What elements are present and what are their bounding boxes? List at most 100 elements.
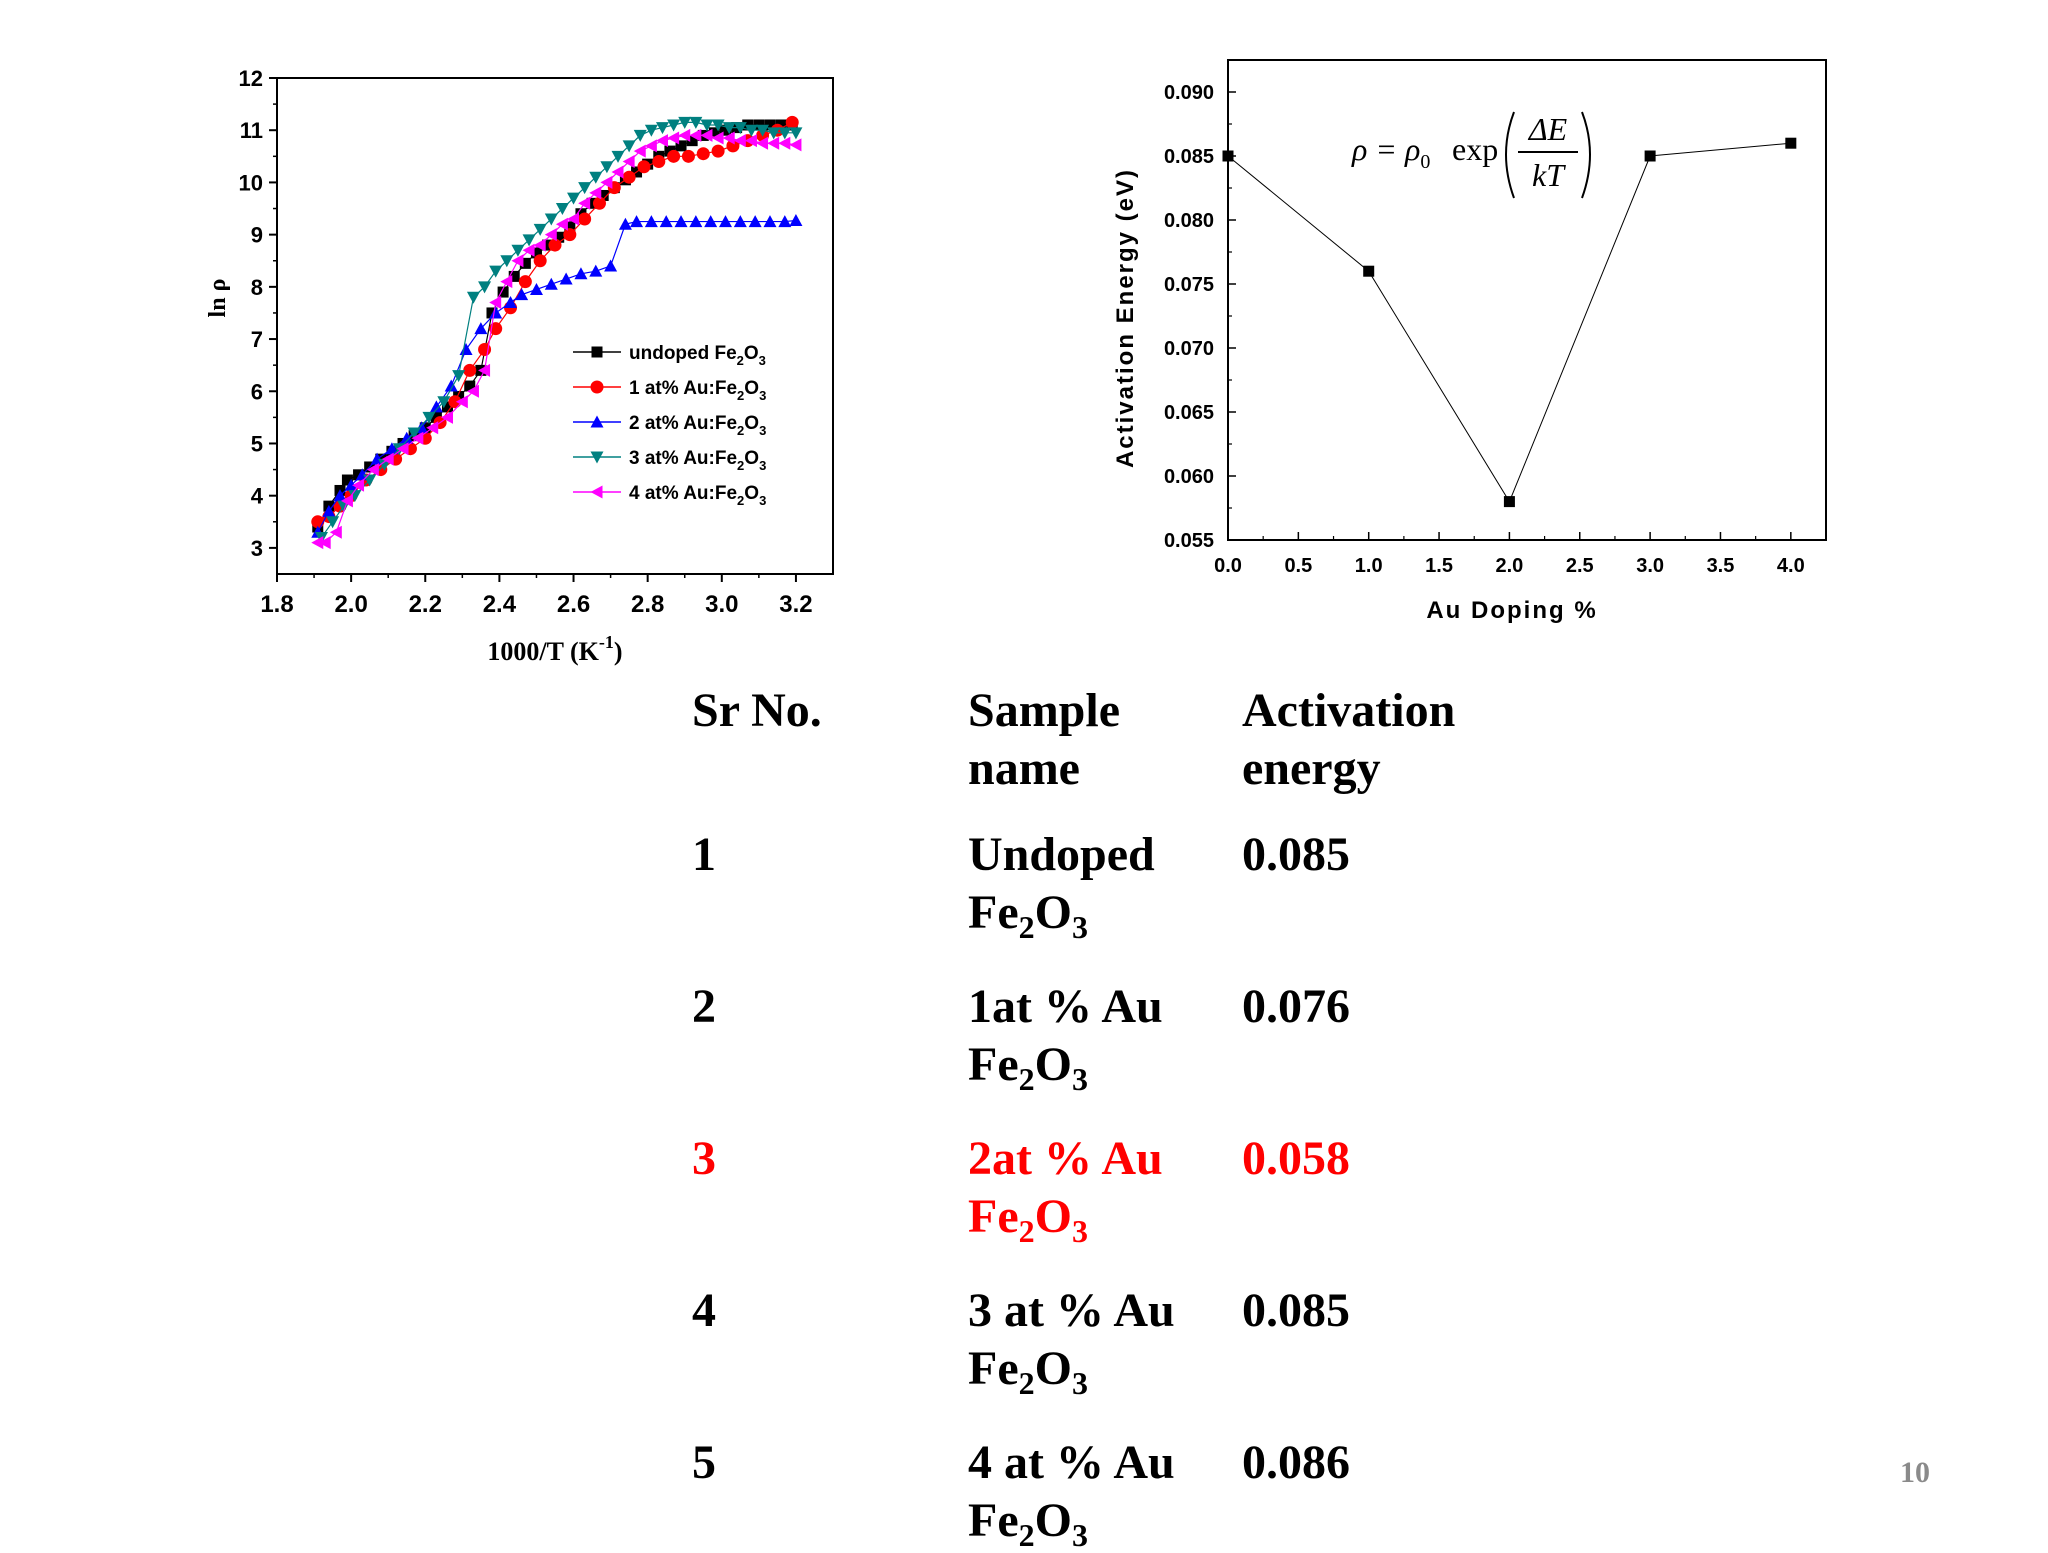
chart1-data-point-s2 <box>733 215 747 228</box>
svg-text:ΔE: ΔE <box>1527 111 1568 147</box>
row-activation-energy: 0.058 <box>1242 1132 1350 1185</box>
chart1-data-point-s4 <box>756 136 769 150</box>
row-sr-no: 3 <box>692 1132 716 1185</box>
chart1-data-point-s4 <box>611 165 624 179</box>
chart1-data-point-s4 <box>667 131 680 145</box>
chart1-frame <box>276 77 834 575</box>
chart2-x-tick-label: 1.5 <box>1425 555 1453 577</box>
chart1-data-point-s2 <box>333 489 347 502</box>
chart1-data-point-s3 <box>756 124 770 137</box>
chart1-x-tick-label: 2.0 <box>334 591 367 618</box>
chart1-legend-label-1: 1 at% Au:Fe2O3 <box>629 378 766 403</box>
chart1-data-point-s1 <box>548 238 562 252</box>
chart1-data-point-s2 <box>400 431 414 444</box>
chart1-data-point-s0 <box>341 474 353 486</box>
chart1-data-point-s2 <box>444 379 458 392</box>
chart1-data-point-s2 <box>344 478 358 491</box>
chart1-y-tick-label: 5 <box>251 431 263 456</box>
chart1-y-tick-label: 3 <box>251 536 263 561</box>
row-sr-no: 4 <box>692 1284 716 1337</box>
chart1-data-point-s4 <box>366 463 379 477</box>
chart1-x-tick-label: 2.4 <box>483 591 517 618</box>
chart1-x-tick-label: 2.6 <box>557 591 590 618</box>
svg-text:kT: kT <box>1532 157 1566 193</box>
chart1-data-point-s4 <box>466 384 479 398</box>
chart1-data-point-s0 <box>486 307 498 319</box>
chart1-data-point-s4 <box>633 144 646 158</box>
chart1-data-point-s1 <box>448 395 462 409</box>
chart1-data-point-s3 <box>348 490 362 503</box>
row-sr-no: 1 <box>692 828 716 881</box>
chart1-data-point-s2 <box>763 215 777 228</box>
chart1-data-point-s3 <box>522 234 536 247</box>
chart2-x-axis-label: Au Doping % <box>1426 597 1597 624</box>
chart1-x-tick-label: 2.8 <box>631 591 664 618</box>
chart2-data-point <box>1222 150 1234 162</box>
chart1-data-point-s4 <box>329 525 342 539</box>
chart1-data-point-s4 <box>589 186 602 200</box>
chart1-legend-label-2: 2 at% Au:Fe2O3 <box>629 413 766 438</box>
chart2-x-tick-label: 2.0 <box>1496 555 1524 577</box>
chart2-x-tick-label: 3.5 <box>1707 555 1735 577</box>
chart1-data-point-s0 <box>530 247 542 259</box>
chart2-y-tick-label: 0.090 <box>1164 82 1214 104</box>
chart1-y-tick-label: 9 <box>251 223 263 248</box>
chart1-data-point-s4 <box>711 131 724 145</box>
chart1-data-point-s2 <box>429 400 443 413</box>
row-sample-name: Undoped Fe2O3 <box>968 828 1155 945</box>
chart2-x-tick-label: 0.5 <box>1284 555 1312 577</box>
chart1-data-point-s2 <box>604 259 618 272</box>
chart1-data-point-s1 <box>463 363 477 377</box>
header-sample-name: Sample name <box>968 684 1121 795</box>
chart1-data-point-s4 <box>544 228 557 242</box>
chart1-data-point-s4 <box>381 452 394 466</box>
chart1-data-point-s4 <box>567 212 580 226</box>
chart2-y-tick-label: 0.055 <box>1164 530 1214 552</box>
chart1-legend-marker-2 <box>590 415 604 428</box>
chart1-data-point-s4 <box>455 395 468 409</box>
chart1-data-point-s3 <box>489 265 503 278</box>
chart1-legend-marker-3 <box>590 451 604 464</box>
chart1-data-point-s4 <box>441 410 454 424</box>
row-sample-name: 3 at % Au Fe2O3 <box>968 1284 1175 1401</box>
chart1-data-point-s1 <box>696 147 710 161</box>
chart2-x-tick-label: 1.0 <box>1355 555 1383 577</box>
chart1-data-point-s4 <box>578 196 591 210</box>
chart1-data-point-s3 <box>733 122 747 135</box>
chart2-x-tick-label: 3.0 <box>1636 555 1664 577</box>
chart1-data-point-s0 <box>564 221 576 233</box>
chart1-data-point-s4 <box>767 136 780 150</box>
chart1-data-point-s4 <box>733 134 746 148</box>
chart1-data-point-s2 <box>704 215 718 228</box>
chart2-plot-group: 0.0 0.5 1.0 1.5 2.0 2.5 3.0 3.5 4.0 0.055 0.060 0.0… <box>1164 59 1827 577</box>
resistivity-chart: 1.8 2.0 2.2 2.4 2.6 2.8 3.0 3.2 3 4 5 6 7 8 9 10 11 12 und… <box>205 66 834 666</box>
chart1-data-point-s3 <box>555 203 569 216</box>
chart1-data-point-s4 <box>352 478 365 492</box>
chart2-y-axis-label: Activation Energy (eV) <box>1112 168 1139 468</box>
chart1-data-point-s2 <box>789 214 803 227</box>
chart1-data-point-s4 <box>744 134 757 148</box>
chart2-x-tick-label: 0.0 <box>1214 555 1242 577</box>
chart1-data-point-s2 <box>322 504 336 517</box>
chart1-data-point-s2 <box>674 215 688 228</box>
chart1-data-point-s1 <box>652 155 666 169</box>
chart1-data-point-s2 <box>515 288 529 301</box>
chart1-data-point-s2 <box>719 215 733 228</box>
row-activation-energy: 0.086 <box>1242 1436 1350 1489</box>
chart1-data-point-s0 <box>597 189 609 201</box>
chart1-data-point-s3 <box>407 427 421 440</box>
chart2-data-point <box>1363 265 1375 277</box>
chart1-data-point-s0 <box>764 119 776 131</box>
chart1-data-point-s1 <box>726 139 740 153</box>
chart1-data-point-s3 <box>326 516 340 529</box>
chart1-data-point-s2 <box>644 215 658 228</box>
chart1-data-point-s3 <box>789 127 803 140</box>
chart1-data-point-s2 <box>574 267 588 280</box>
chart1-data-point-s2 <box>589 264 603 277</box>
chart2-series-line <box>1227 142 1791 503</box>
chart1-data-point-s4 <box>311 536 324 550</box>
activation-energy-chart: 0.0 0.5 1.0 1.5 2.0 2.5 3.0 3.5 4.0 0.055 0.060 0.0… <box>1112 59 1827 624</box>
chart1-data-point-s1 <box>578 212 592 226</box>
chart1-data-point-s2 <box>659 215 673 228</box>
chart1-data-point-s2 <box>559 272 573 285</box>
